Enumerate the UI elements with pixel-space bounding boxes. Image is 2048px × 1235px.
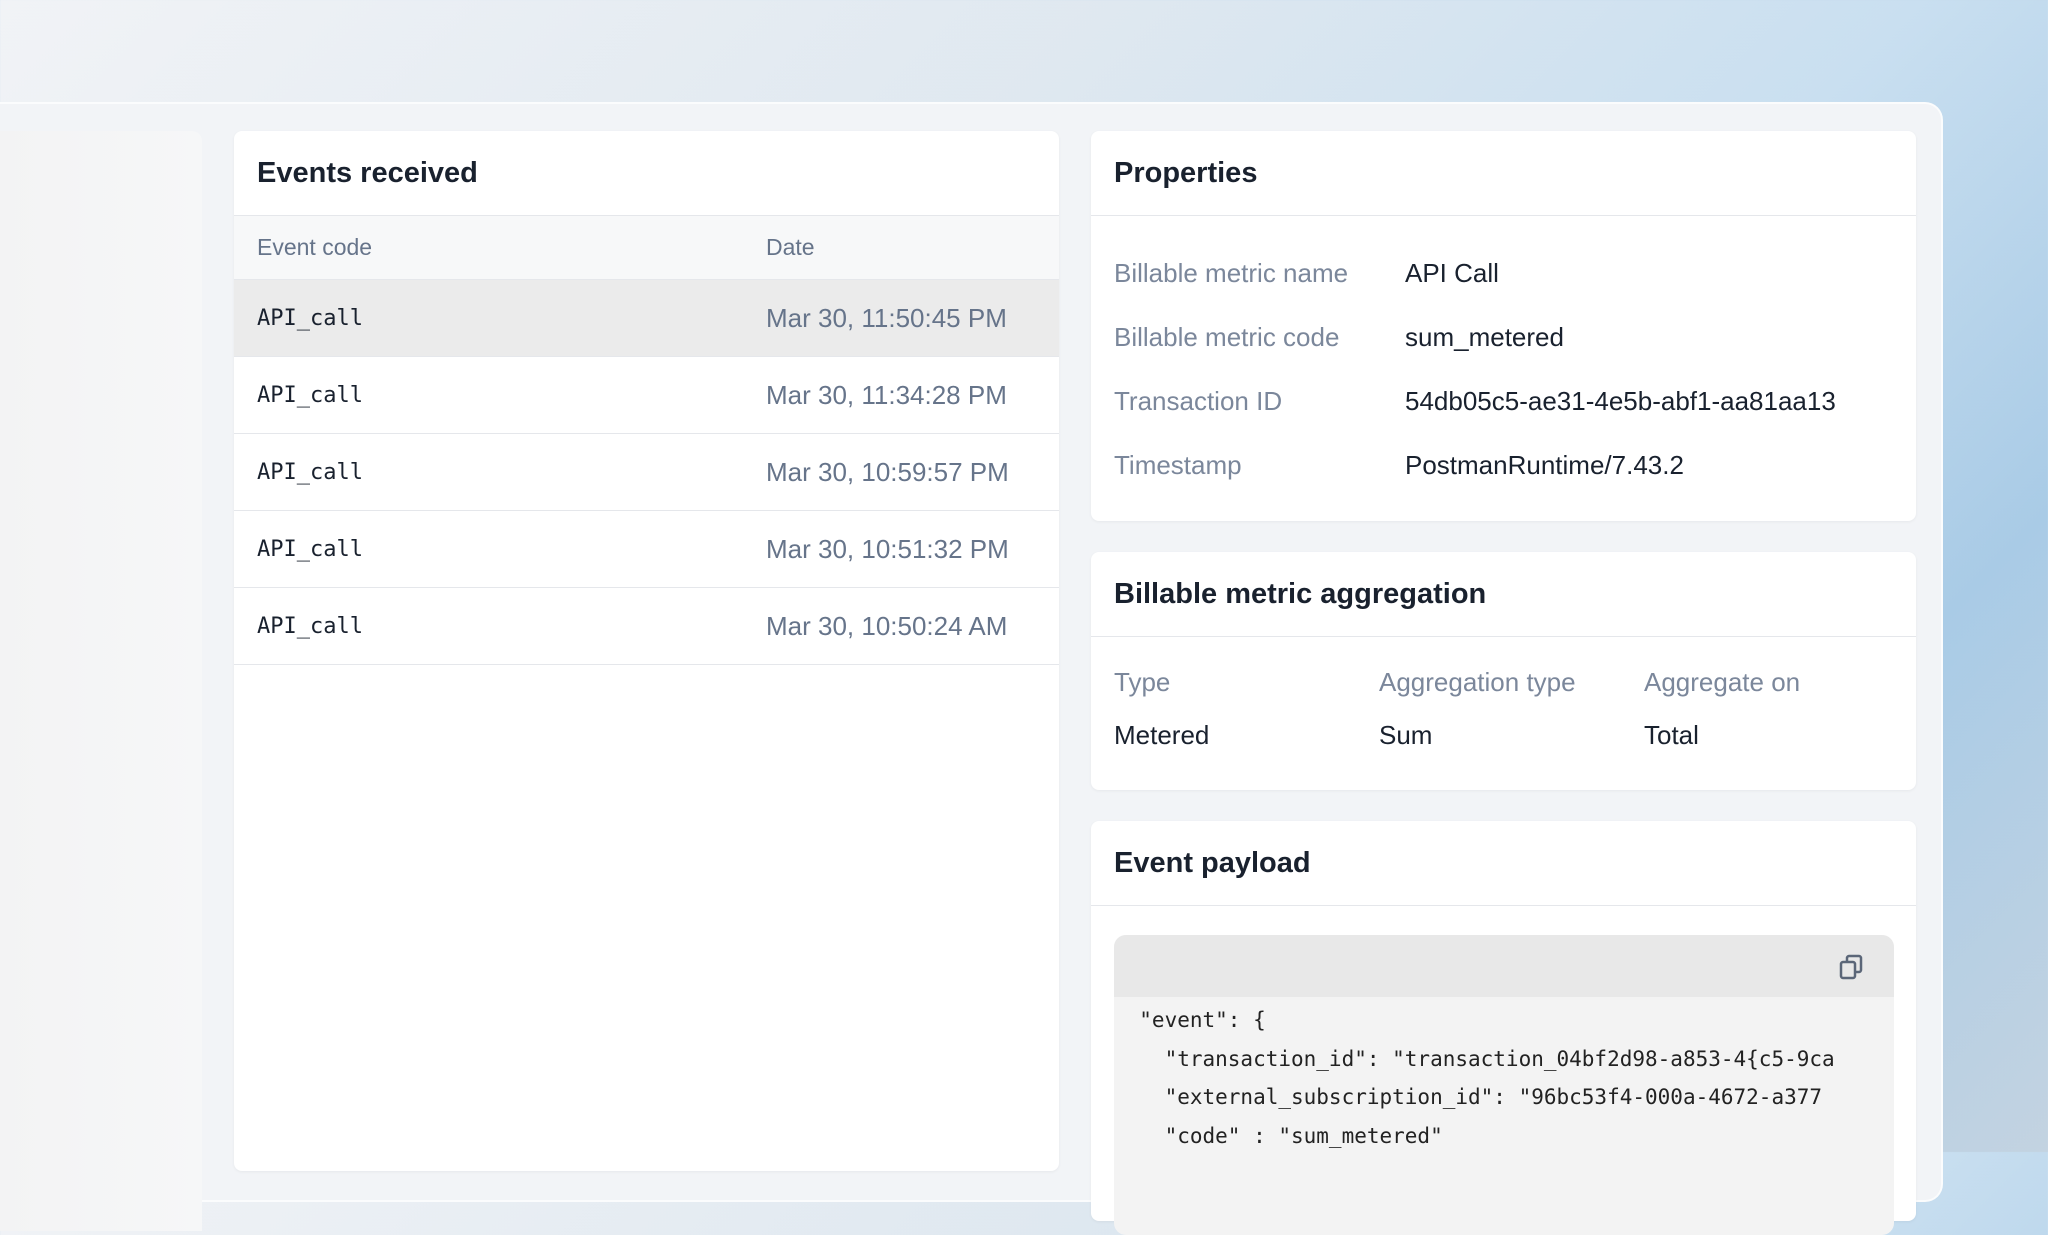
properties-card: Properties Billable metric name API Call B… [1091, 131, 1916, 521]
agg-aggregate-on-label: Aggregate on [1644, 667, 1801, 697]
event-code: API_call [257, 459, 363, 485]
property-row: Timestamp PostmanRuntime/7.43.2 [1091, 433, 1916, 497]
payload-line: "event": { [1114, 1008, 1266, 1032]
property-value: PostmanRuntime/7.43.2 [1405, 449, 1684, 480]
event-date: Mar 30, 10:51:32 PM [766, 533, 1009, 564]
agg-aggregation-type-label: Aggregation type [1379, 667, 1576, 697]
property-value: API Call [1405, 257, 1499, 288]
event-code: API_call [257, 382, 363, 408]
aggregation-title: Billable metric aggregation [1091, 552, 1916, 637]
event-payload-card: Event payload "event": { "transaction_id… [1091, 821, 1916, 1235]
agg-aggregate-on-value: Total [1644, 720, 1699, 750]
sidebar [0, 131, 202, 1231]
payload-line: "transaction_id": "transaction_04bf2d98-… [1114, 1046, 1835, 1071]
event-date: Mar 30, 10:50:24 AM [766, 610, 1008, 641]
property-row: Transaction ID 54db05c5-ae31-4e5b-abf1-aa… [1091, 369, 1916, 433]
property-value: sum_metered [1405, 321, 1564, 352]
payload-title: Event payload [1091, 821, 1916, 906]
events-table-header: Event code Date [234, 216, 1059, 280]
event-date: Mar 30, 11:50:45 PM [766, 302, 1007, 333]
properties-title: Properties [1091, 131, 1916, 216]
agg-aggregation-type-value: Sum [1379, 720, 1433, 750]
property-label: Timestamp [1114, 449, 1242, 480]
col-date: Date [766, 234, 815, 260]
events-received-card: Events received Event code Date API_call… [234, 131, 1059, 1171]
event-date: Mar 30, 11:34:28 PM [766, 379, 1007, 410]
payload-code-block: "event": { "transaction_id": "transactio… [1114, 935, 1894, 1235]
property-label: Billable metric name [1114, 257, 1349, 288]
event-row[interactable]: API_call Mar 30, 11:50:45 PM [234, 280, 1059, 357]
property-row: Billable metric code sum_metered [1091, 305, 1916, 369]
payload-line: "code" : "sum_metered" [1114, 1123, 1443, 1148]
property-value: 54db05c5-ae31-4e5b-abf1-aa81aa13 [1405, 385, 1836, 416]
aggregation-card: Billable metric aggregation Type Aggrega… [1091, 552, 1916, 790]
event-row[interactable]: API_call Mar 30, 10:50:24 AM [234, 588, 1059, 665]
payload-line: "external_subscription_id": "96bc53f4-00… [1114, 1085, 1823, 1109]
event-date: Mar 30, 10:59:57 PM [766, 456, 1009, 487]
agg-type-label: Type [1114, 667, 1171, 697]
agg-type-value: Metered [1114, 720, 1210, 750]
event-row[interactable]: API_call Mar 30, 10:59:57 PM [234, 434, 1059, 511]
event-row[interactable]: API_call Mar 30, 11:34:28 PM [234, 357, 1059, 434]
event-code: API_call [257, 305, 363, 331]
copy-icon[interactable] [1838, 953, 1864, 981]
event-code: API_call [257, 536, 363, 562]
property-label: Billable metric code [1114, 321, 1340, 352]
col-event-code: Event code [257, 234, 373, 260]
event-code: API_call [257, 613, 363, 639]
property-label: Transaction ID [1114, 385, 1283, 416]
events-title: Events received [234, 131, 1059, 216]
event-row[interactable]: API_call Mar 30, 10:51:32 PM [234, 511, 1059, 588]
property-row: Billable metric name API Call [1091, 241, 1916, 305]
